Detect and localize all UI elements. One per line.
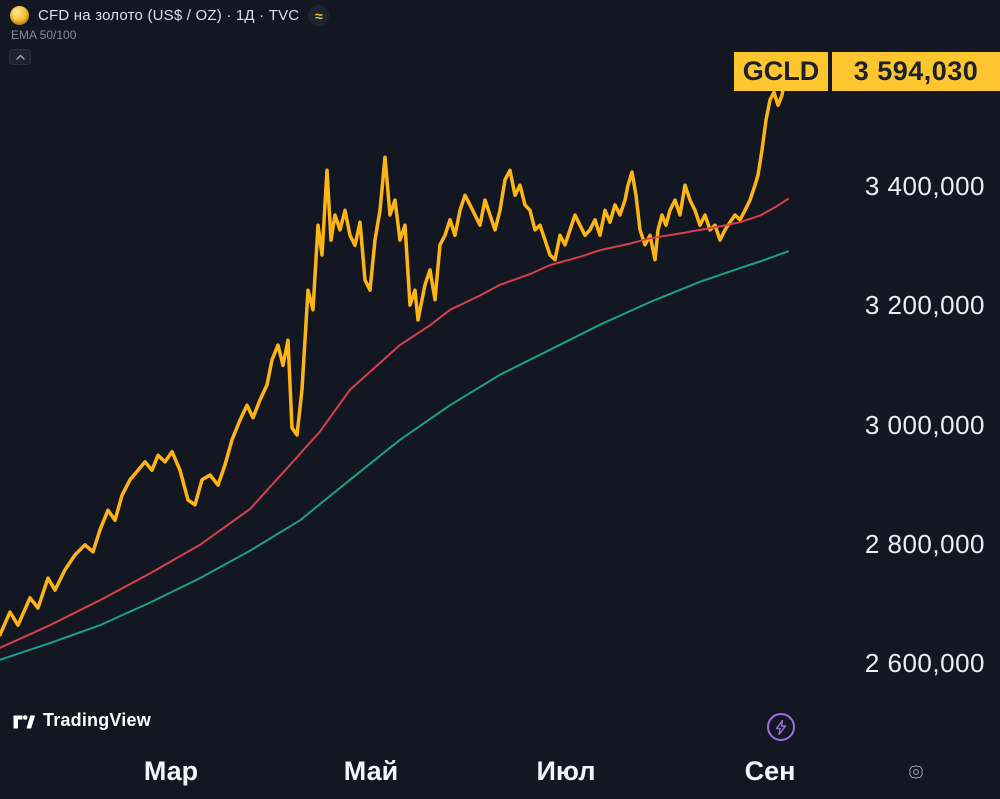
series-price (0, 69, 788, 637)
price-axis-label: 2 600,000 (864, 648, 985, 678)
price-axis-label: 2 800,000 (864, 528, 985, 559)
time-axis-label: Май (343, 756, 399, 786)
series-ema50 (0, 197, 789, 649)
chevron-up-icon (15, 54, 25, 60)
collapse-button[interactable] (9, 49, 31, 65)
lightning-button[interactable] (767, 713, 795, 741)
price-axis-label: 3 200,000 (864, 290, 985, 321)
tradingview-logo-icon (13, 714, 36, 728)
time-axis-label: Июл (536, 756, 596, 786)
axis-settings-button[interactable] (906, 762, 926, 782)
price-axis[interactable]: 3 400,000 3 200,000 3 000,000 2 800,000 2 60… (790, 0, 1000, 745)
price-axis-label: 3 000,000 (864, 409, 985, 440)
time-axis-label: Сен (744, 756, 796, 786)
lightning-icon (775, 719, 787, 735)
chart-svg (0, 69, 789, 661)
series-ema100 (0, 250, 789, 661)
price-axis-label: 3 400,000 (864, 171, 985, 201)
chart-pane[interactable] (0, 0, 1000, 745)
symbol-header: CFD на золото (US$ / OZ) · 1Д · TVC ≈ (10, 5, 330, 26)
time-axis[interactable]: Мар Май Июл Сен (0, 745, 1000, 799)
watermark-label: TradingView (43, 710, 151, 730)
gear-icon (909, 765, 923, 779)
tradingview-watermark[interactable]: TradingView (12, 710, 151, 731)
instrument-logo-icon (10, 6, 29, 25)
indicator-label[interactable]: EMA 50/100 (11, 28, 77, 42)
symbol-title[interactable]: CFD на золото (US$ / OZ) · 1Д · TVC (38, 7, 300, 24)
time-axis-label: Мар (143, 756, 199, 786)
approx-badge-icon[interactable]: ≈ (308, 5, 330, 26)
